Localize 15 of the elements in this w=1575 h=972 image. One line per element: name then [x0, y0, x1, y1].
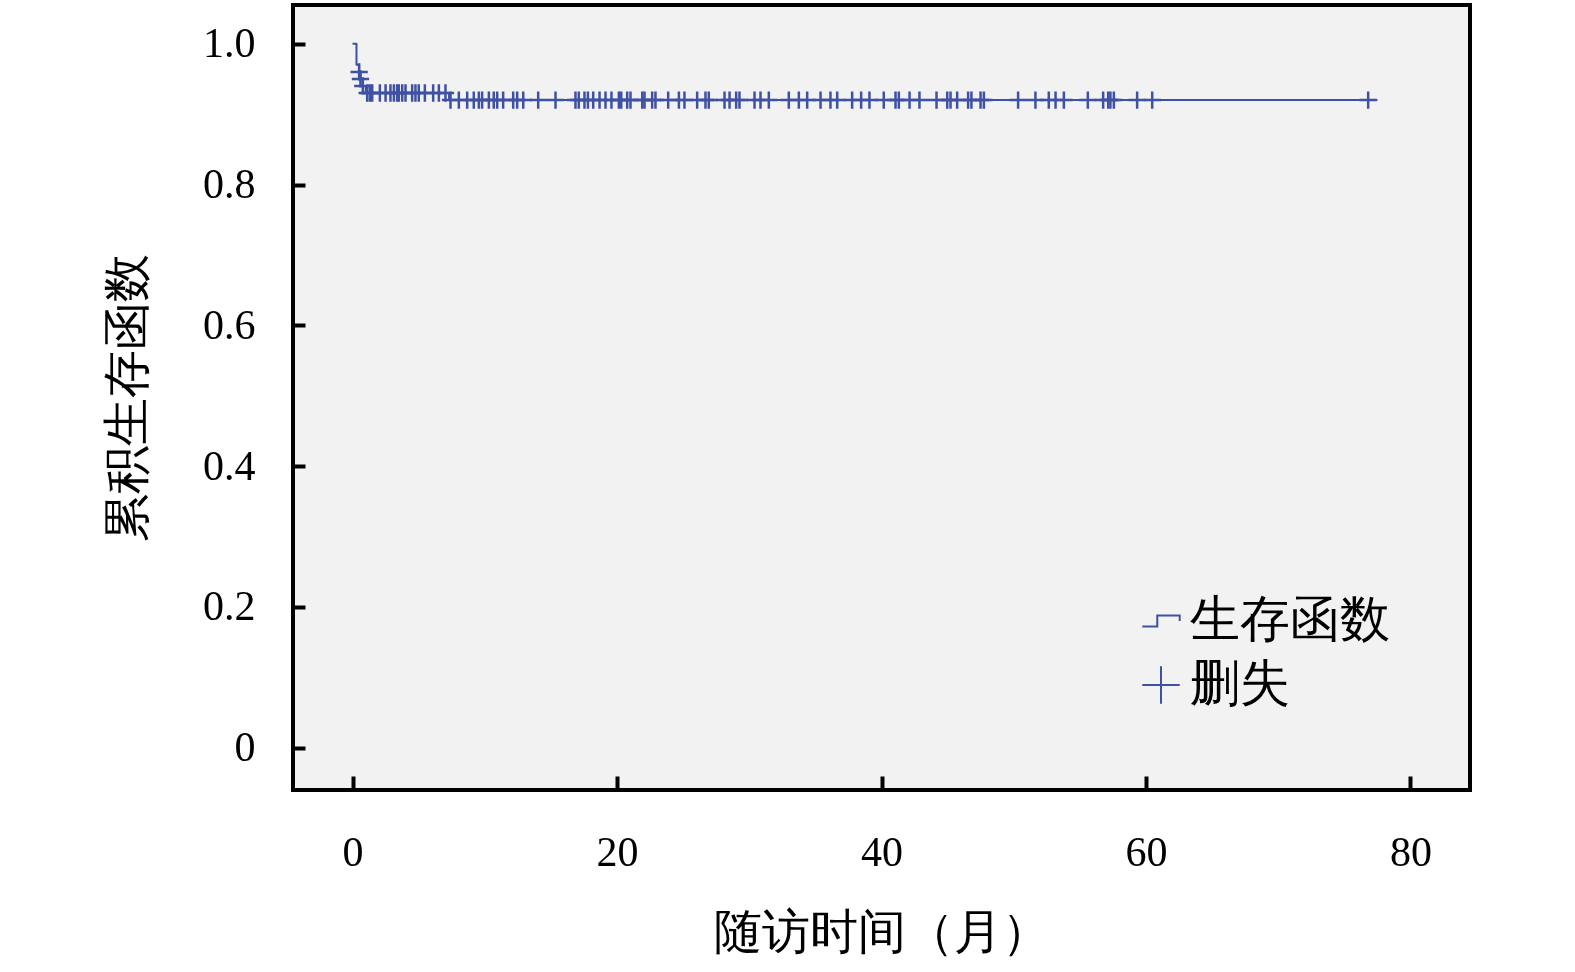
legend-label: 删失: [1190, 655, 1290, 711]
y-tick-label: 0.2: [203, 583, 256, 630]
x-tick-label: 0: [342, 828, 364, 875]
legend-label: 生存函数: [1190, 591, 1390, 647]
y-tick-label: 0: [234, 724, 256, 771]
x-tick-label: 60: [1125, 828, 1168, 875]
x-axis-title: 随访时间（月）: [714, 904, 1050, 958]
y-tick-label: 0.6: [203, 301, 256, 348]
y-axis-title: 累积生存函数: [100, 254, 153, 542]
x-tick-label: 80: [1389, 828, 1432, 875]
y-tick-label: 0.8: [203, 161, 256, 208]
y-tick-label: 0.4: [203, 442, 256, 489]
y-tick-label: 1.0: [203, 20, 256, 67]
x-tick-label: 40: [861, 828, 903, 875]
x-tick-label: 20: [596, 828, 639, 875]
